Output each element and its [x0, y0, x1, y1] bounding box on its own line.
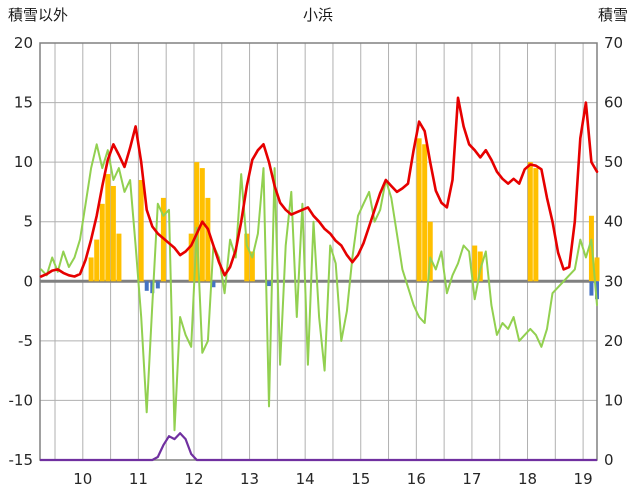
purple-snow-line — [39, 432, 597, 462]
x-tick-label: 17 — [462, 470, 481, 488]
right-tick-label: 40 — [604, 213, 623, 231]
plot-border — [39, 42, 598, 461]
right-tick-label: 10 — [604, 391, 623, 409]
orange-bar — [594, 257, 600, 282]
x-tick-label: 15 — [351, 470, 370, 488]
green-line — [40, 143, 598, 432]
blue-bar — [595, 281, 599, 300]
right-tick-label: 70 — [604, 34, 623, 52]
left-tick-label: 0 — [23, 272, 33, 290]
right-axis-title: 積雪 — [597, 6, 628, 24]
orange-bar — [99, 203, 105, 282]
orange-bar — [422, 144, 428, 282]
orange-bar — [110, 185, 116, 282]
orange-bar — [105, 174, 111, 282]
orange-bar — [244, 233, 250, 282]
orange-bar — [88, 257, 94, 282]
x-tick-label: 11 — [129, 470, 148, 488]
left-tick-label: 20 — [14, 34, 33, 52]
orange-bar — [427, 221, 433, 282]
left-tick-label: -5 — [18, 332, 33, 350]
orange-bar — [249, 251, 255, 282]
left-tick-label: -15 — [9, 451, 34, 469]
left-tick-label: 15 — [14, 94, 33, 112]
orange-bar — [205, 197, 211, 282]
orange-bar — [527, 162, 533, 282]
chart-title: 小浜 — [302, 6, 333, 24]
orange-bar — [94, 239, 100, 282]
x-tick-label: 18 — [518, 470, 537, 488]
blue-bar — [211, 281, 216, 288]
x-tick-label: 12 — [184, 470, 203, 488]
orange-bar — [116, 233, 122, 282]
left-tick-label: 10 — [14, 153, 33, 171]
red-line — [39, 96, 599, 278]
blue-bar — [589, 281, 594, 296]
left-axis-title: 積雪以外 — [8, 6, 69, 24]
right-tick-label: 50 — [604, 153, 623, 171]
right-tick-label: 0 — [604, 451, 614, 469]
x-tick-label: 19 — [574, 470, 593, 488]
orange-bar — [416, 138, 422, 282]
orange-bar — [188, 233, 194, 282]
left-tick-label: -10 — [9, 391, 34, 409]
blue-bar — [144, 281, 149, 291]
blue-bar — [267, 281, 272, 287]
x-tick-label: 10 — [73, 470, 92, 488]
orange-bar — [472, 245, 478, 282]
right-tick-label: 30 — [604, 272, 623, 290]
x-tick-label: 14 — [296, 470, 315, 488]
right-tick-label: 60 — [604, 94, 623, 112]
left-tick-label: 5 — [23, 213, 33, 231]
orange-bar — [138, 180, 144, 282]
blue-bar — [155, 281, 160, 289]
x-tick-label: 16 — [407, 470, 426, 488]
x-tick-label: 13 — [240, 470, 259, 488]
right-tick-label: 20 — [604, 332, 623, 350]
orange-bar — [533, 168, 539, 282]
orange-bar — [194, 162, 200, 282]
